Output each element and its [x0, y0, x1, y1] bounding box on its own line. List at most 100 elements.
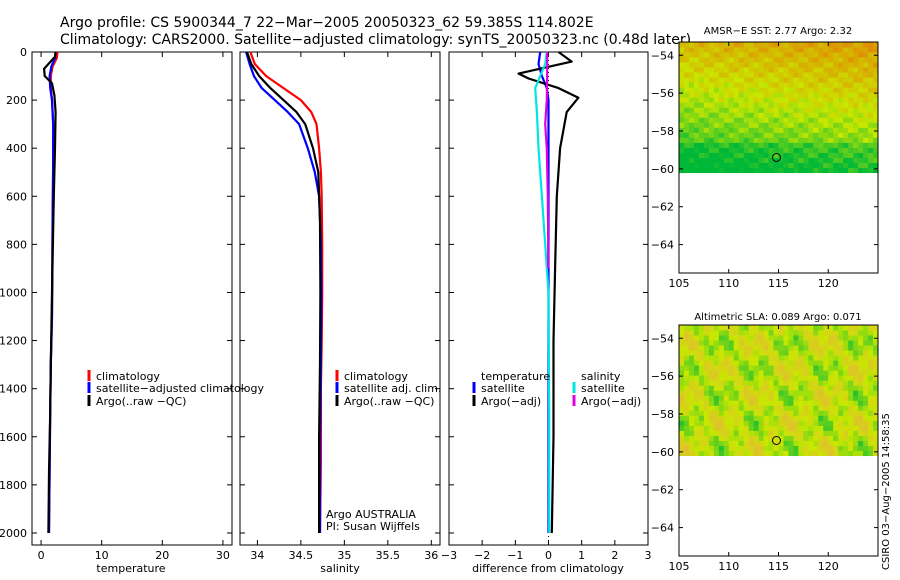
map-cell: [743, 380, 750, 386]
map-cell: [683, 430, 690, 436]
map-cell: [808, 335, 814, 341]
map-cell: [803, 127, 809, 133]
map-cell: [853, 112, 859, 118]
map-cell: [803, 400, 809, 406]
map-cell: [818, 122, 824, 128]
map-cell: [818, 335, 824, 341]
map-cell: [783, 435, 789, 441]
map-cell: [868, 102, 874, 108]
map-cell: [679, 415, 685, 421]
map-cell: [718, 420, 725, 426]
map-cell: [679, 142, 685, 148]
map-cell: [788, 380, 794, 386]
map-cell: [833, 420, 839, 426]
map-cell: [853, 102, 859, 108]
map-cell: [713, 385, 720, 391]
map-cell: [783, 340, 789, 346]
map-cell: [783, 77, 789, 83]
map-cell: [688, 82, 695, 88]
map-cell: [813, 167, 819, 174]
map-cell: [753, 385, 760, 391]
map-cell: [698, 82, 705, 88]
map-cell: [758, 122, 764, 128]
map-cell: [679, 77, 685, 83]
map-cell: [768, 92, 774, 98]
map-cell: [813, 87, 819, 93]
map-cell: [708, 77, 715, 83]
map-cell: [703, 157, 710, 163]
map-cell: [858, 325, 864, 331]
map-cell: [728, 435, 735, 441]
map-cell: [873, 92, 879, 98]
map-cell: [763, 137, 769, 143]
map-cell: [703, 415, 710, 421]
map-cell: [868, 360, 874, 366]
map-cell: [788, 370, 794, 376]
map-cell: [708, 72, 715, 78]
map-cell: [863, 147, 869, 153]
map-cell: [758, 142, 764, 148]
panel-frame: [239, 51, 441, 546]
map-cell: [708, 117, 715, 123]
map-cell: [773, 440, 779, 446]
map-cell: [738, 350, 745, 356]
map-cell: [798, 82, 804, 88]
map-cell: [683, 162, 690, 169]
map-cell: [848, 87, 854, 93]
map-cell: [788, 112, 794, 118]
map-cell: [773, 47, 779, 53]
map-cell: [843, 385, 849, 391]
map-cell: [793, 102, 799, 108]
map-cell: [688, 137, 695, 143]
map-cell: [748, 415, 755, 421]
map-cell: [838, 102, 844, 108]
map-cell: [788, 117, 794, 123]
map-cell: [838, 47, 844, 53]
map-cell: [868, 350, 874, 356]
map-cell: [788, 87, 794, 93]
map-cell: [688, 62, 695, 68]
map-cell: [793, 107, 799, 113]
map-cell: [768, 137, 774, 143]
map-cell: [808, 440, 814, 446]
map-cell: [858, 147, 864, 153]
map-cell: [853, 340, 859, 346]
map-cell: [758, 390, 764, 396]
map-cell: [763, 52, 769, 58]
map-cell: [748, 350, 755, 356]
y-tick-label: 2000: [0, 527, 27, 540]
map-cell: [728, 127, 735, 133]
map-cell: [743, 375, 750, 381]
map-cell: [679, 395, 685, 401]
map-cell: [813, 127, 819, 133]
map-cell: [758, 152, 764, 158]
map-cell: [679, 405, 685, 411]
map-cell: [728, 147, 735, 153]
map-cell: [863, 395, 869, 401]
map-cell: [818, 67, 824, 73]
map-cell: [778, 395, 784, 401]
map-cell: [848, 62, 854, 68]
map-cell: [868, 325, 874, 331]
map-cell: [818, 72, 824, 78]
map-cell: [778, 430, 784, 436]
map-cell: [748, 390, 755, 396]
map-cell: [828, 82, 834, 88]
map-cell: [688, 345, 695, 351]
map-cell: [768, 400, 774, 406]
map-cell: [773, 360, 779, 366]
map-cell: [803, 355, 809, 361]
map-cell: [703, 87, 710, 93]
map-cell: [708, 102, 715, 108]
map-cell: [679, 445, 685, 452]
map-cell: [793, 325, 799, 331]
map-cell: [778, 152, 784, 158]
map-cell: [863, 92, 869, 98]
map-cell: [833, 345, 839, 351]
map-cell: [823, 162, 829, 169]
map-cell: [778, 52, 784, 58]
map-cell: [858, 92, 864, 98]
map-cell: [853, 405, 859, 411]
map-cell: [838, 375, 844, 381]
x-tick-label: 120: [818, 560, 839, 573]
